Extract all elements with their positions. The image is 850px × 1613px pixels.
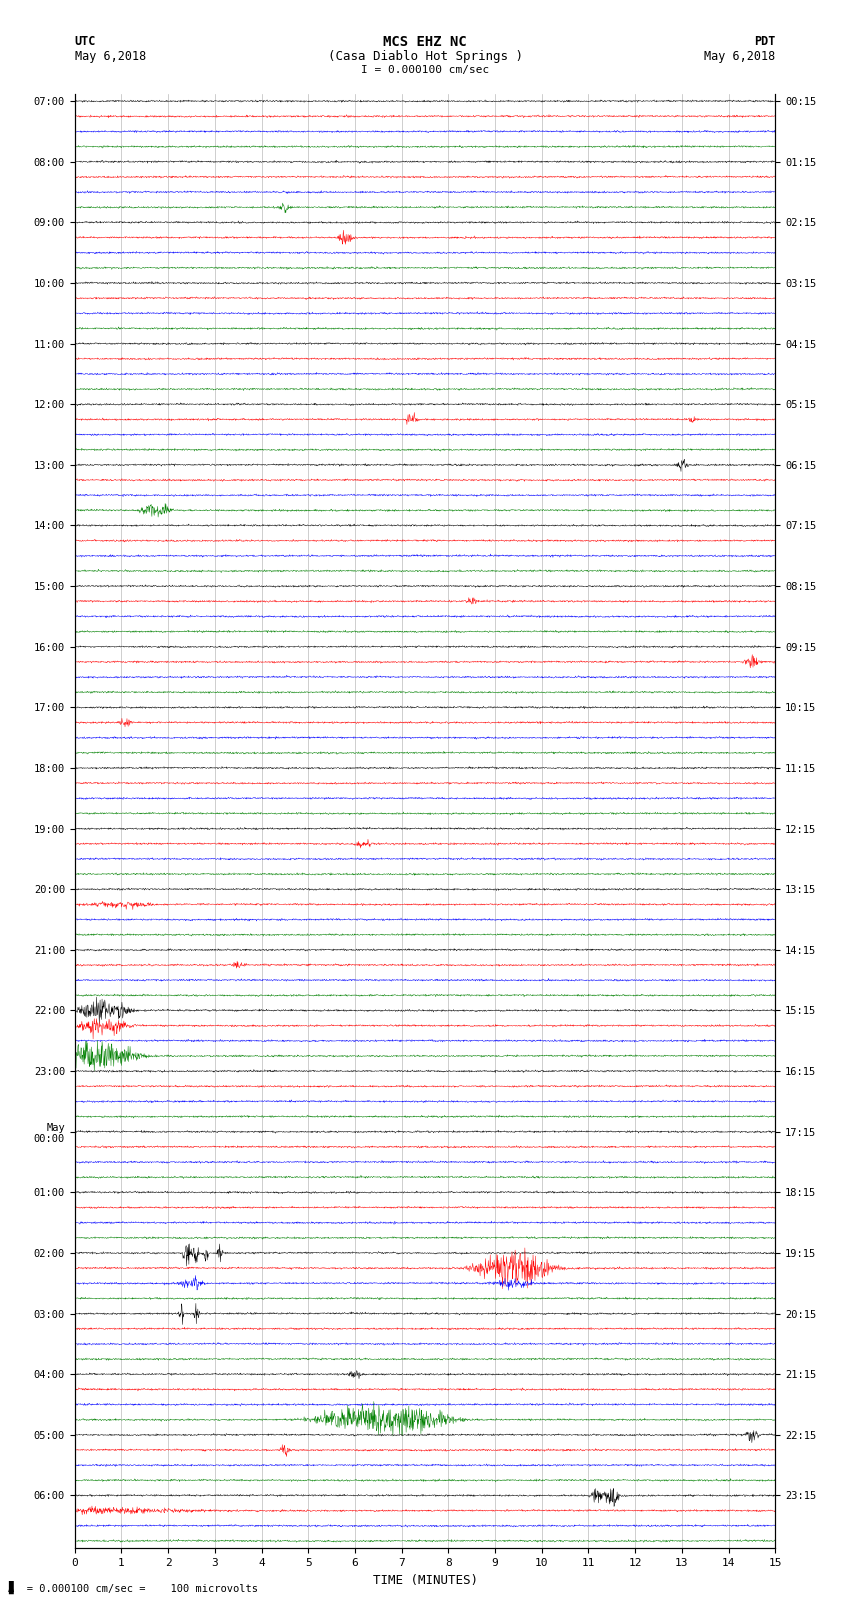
- Text: (Casa Diablo Hot Springs ): (Casa Diablo Hot Springs ): [327, 50, 523, 63]
- Text: ▌: ▌: [8, 1581, 18, 1594]
- Text: A  = 0.000100 cm/sec =    100 microvolts: A = 0.000100 cm/sec = 100 microvolts: [8, 1584, 258, 1594]
- Text: May 6,2018: May 6,2018: [704, 50, 775, 63]
- X-axis label: TIME (MINUTES): TIME (MINUTES): [372, 1574, 478, 1587]
- Text: May 6,2018: May 6,2018: [75, 50, 146, 63]
- Text: MCS EHZ NC: MCS EHZ NC: [383, 35, 467, 50]
- Text: I = 0.000100 cm/sec: I = 0.000100 cm/sec: [361, 65, 489, 74]
- Text: PDT: PDT: [754, 35, 775, 48]
- Text: UTC: UTC: [75, 35, 96, 48]
